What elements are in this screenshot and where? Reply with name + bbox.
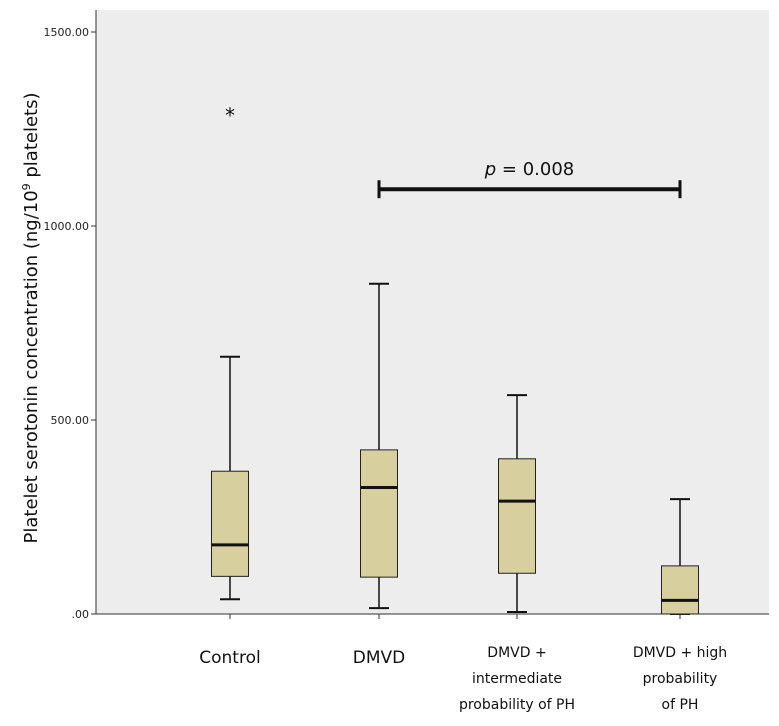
box-group: DMVD + intermediate probability of PH <box>459 394 575 713</box>
category-label: intermediate <box>472 671 562 687</box>
y-axis-title-prefix: Platelet serotonin concentration (ng/10 <box>21 190 42 543</box>
y-axis-title-suffix: platelets) <box>21 92 42 183</box>
category-label: Control <box>199 648 260 668</box>
iqr-box <box>360 449 398 578</box>
y-axis-title-superscript: 9 <box>20 183 33 190</box>
category-label: DMVD + <box>487 645 546 661</box>
category-label: of PH <box>662 697 699 713</box>
p-value-text: = 0.008 <box>496 159 574 180</box>
category-label: DMVD + high <box>633 645 727 661</box>
category-label: probability <box>643 671 718 687</box>
p-value-symbol: p <box>484 159 496 180</box>
iqr-box <box>498 458 536 574</box>
outlier-point: * <box>225 103 235 127</box>
y-axis-title: Platelet serotonin concentration (ng/109… <box>20 92 42 543</box>
category-label: probability of PH <box>459 697 575 713</box>
plot-area <box>96 10 769 614</box>
iqr-box <box>211 470 249 577</box>
box-group: * Control <box>199 103 260 668</box>
y-tick-label: .00 <box>72 608 90 621</box>
y-tick-label: 1000.00 <box>44 220 90 233</box>
box-group: DMVD <box>353 282 405 668</box>
box-group: DMVD + high probability of PH <box>633 498 727 713</box>
iqr-box <box>661 565 699 615</box>
category-label: DMVD <box>353 648 405 668</box>
y-tick-label: 500.00 <box>51 414 90 427</box>
p-value-annotation: p = 0.008 <box>484 159 575 180</box>
y-tick-label: 1500.00 <box>44 26 90 39</box>
